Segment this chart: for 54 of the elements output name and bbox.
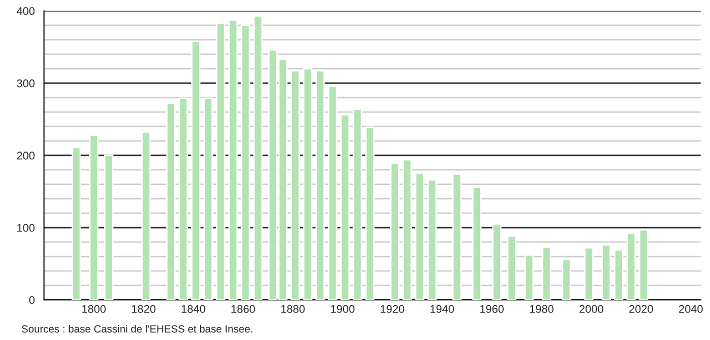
x-tick-label: 2040 [679,305,703,313]
bar [228,20,238,300]
bar [542,246,552,300]
bar [303,68,312,300]
bar [89,134,98,300]
y-tick-label: 400 [16,7,35,16]
y-tick-label: 100 [17,224,35,232]
x-tick-label: 1960 [480,305,504,313]
bar [191,40,200,300]
bar [402,159,412,300]
x-tick-label: 2020 [629,305,653,313]
bar [390,162,400,300]
bar [414,172,424,300]
y-tick-label: 200 [17,152,35,160]
x-tick-label: 1920 [380,305,404,313]
x-tick-label: 1820 [132,305,156,313]
bar [290,70,300,300]
bar [472,186,482,300]
bar [492,223,502,300]
bar [141,132,151,300]
bar [452,173,462,300]
bar [562,258,572,300]
bar [638,229,648,300]
y-tick-label: 0 [29,296,35,304]
bar [240,24,250,300]
x-tick-label: 1800 [82,305,106,313]
bar [315,70,325,300]
bar [253,15,263,300]
x-tick-label: 2000 [580,305,604,313]
bar [178,98,188,300]
bar [204,98,213,300]
bar [626,232,636,300]
bar [614,249,624,300]
y-tick-label: 300 [16,79,35,88]
bar [524,254,534,300]
bar [72,146,82,300]
x-tick-label: 1940 [430,305,454,313]
x-tick-label: 1880 [281,305,305,313]
x-tick-label: 1980 [530,305,554,313]
x-tick-label: 1900 [331,305,354,313]
bar [216,22,226,300]
bar [328,85,338,300]
x-tick-label: 1840 [182,305,206,313]
x-tick-label: 1860 [232,305,255,313]
bar [427,179,437,300]
bar [584,247,594,300]
bar [352,108,362,300]
bar [166,102,176,300]
bar [340,114,350,300]
bar [104,154,114,300]
bar [507,236,516,300]
bar [602,244,611,300]
source-note: Sources : base Cassini de l'EHESS et base Insee. [22,324,252,333]
bar [365,126,375,300]
